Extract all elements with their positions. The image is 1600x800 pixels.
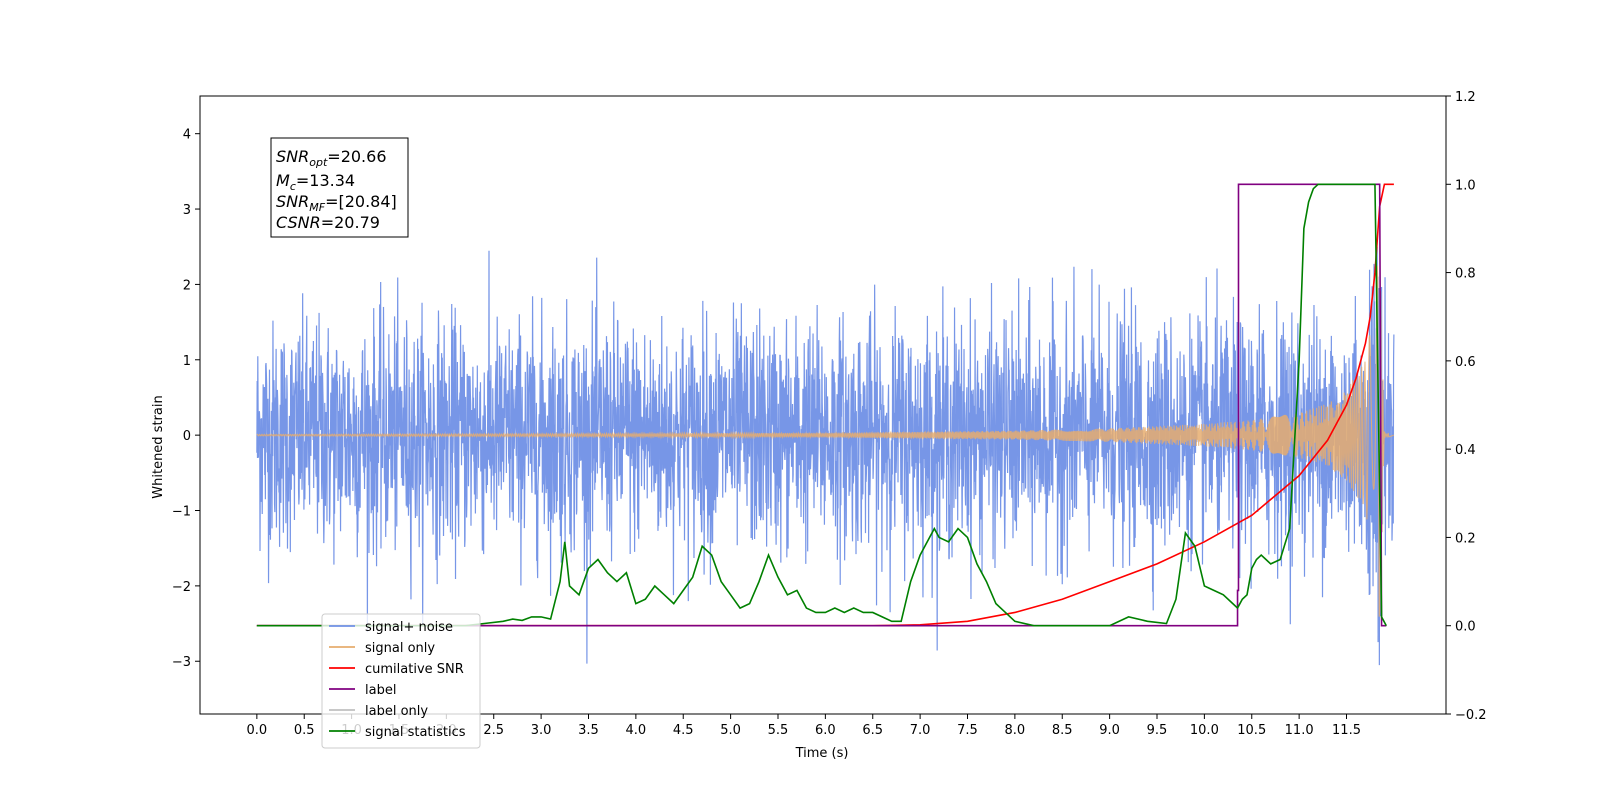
- x-tick-label: 4.0: [626, 723, 647, 738]
- series-signal-statistics: [256, 183, 1388, 627]
- annotation-mc: Mc=13.34: [276, 171, 355, 193]
- x-tick-label: 7.5: [957, 723, 978, 738]
- y2-tick-label: 0.6: [1455, 355, 1476, 370]
- x-tick-label: 8.0: [1005, 723, 1026, 738]
- annotation-frame: [270, 137, 409, 238]
- x-axis-title: Time (s): [795, 746, 849, 761]
- legend-entry: signal only: [365, 641, 435, 656]
- y2-tick-label: 0.0: [1455, 620, 1476, 635]
- x-tick-label: 4.5: [673, 723, 694, 738]
- legend-entry: cumilative SNR: [365, 662, 464, 677]
- x-tick-label: 0.5: [294, 723, 315, 738]
- legend: signal+ noise signal only cumilative SNR la…: [321, 613, 481, 749]
- x-tick-label: 0.0: [247, 723, 268, 738]
- y-tick-label: −1: [172, 505, 191, 520]
- y-tick-label: −2: [172, 580, 191, 595]
- y-tick-label: −3: [172, 655, 191, 670]
- legend-entry: signal+ noise: [365, 620, 453, 635]
- legend-entry: label only: [365, 704, 428, 719]
- x-tick-label: 10.0: [1190, 723, 1219, 738]
- y2-tick-label: −0.2: [1455, 708, 1487, 723]
- x-tick-label: 6.5: [862, 723, 883, 738]
- series-signal-only: [256, 265, 1395, 617]
- x-tick-label: 5.5: [768, 723, 789, 738]
- legend-entry: label: [365, 683, 396, 698]
- plot-frame: [199, 95, 1447, 715]
- y-tick-label: 4: [183, 128, 191, 143]
- y2-tick-label: 1.2: [1455, 90, 1476, 105]
- legend-frame: [321, 613, 481, 749]
- y2-tick-label: 1.0: [1455, 178, 1476, 193]
- x-tick-label: 9.5: [1147, 723, 1168, 738]
- y-tick-label: 2: [183, 278, 191, 293]
- y-tick-label: 3: [183, 203, 191, 218]
- annotation-snr-opt: SNRopt=20.66: [276, 147, 387, 169]
- y2-tick-label: 0.8: [1455, 267, 1476, 282]
- x-tick-label: 2.5: [483, 723, 504, 738]
- series-cumilative-snr: [256, 183, 1394, 627]
- annotation-csnr: CSNR=20.79: [276, 213, 380, 232]
- x-tick-label: 10.5: [1237, 723, 1266, 738]
- annotation-snr-mf: SNRMF=[20.84]: [276, 192, 397, 214]
- x-tick-label: 6.0: [815, 723, 836, 738]
- x-tick-label: 9.0: [1099, 723, 1120, 738]
- y2-tick-label: 0.2: [1455, 531, 1476, 546]
- legend-entry: signal statistics: [365, 725, 466, 740]
- x-tick-label: 7.0: [910, 723, 931, 738]
- series-signal-noise: [256, 246, 1395, 666]
- y-tick-label: 1: [183, 354, 191, 369]
- annotation-box: SNRopt=20.66 Mc=13.34 SNRMF=[20.84] CSNR…: [270, 137, 409, 238]
- x-tick-label: 3.5: [578, 723, 599, 738]
- y2-tick-label: 0.4: [1455, 443, 1476, 458]
- x-tick-label: 11.5: [1332, 723, 1361, 738]
- y-tick-label: 0: [183, 429, 191, 444]
- x-tick-label: 3.0: [531, 723, 552, 738]
- x-tick-label: 5.0: [720, 723, 741, 738]
- plot-area: [256, 183, 1395, 666]
- y-axis-title: Whitened strain: [151, 395, 166, 498]
- x-tick-label: 8.5: [1052, 723, 1073, 738]
- x-tick-label: 11.0: [1285, 723, 1314, 738]
